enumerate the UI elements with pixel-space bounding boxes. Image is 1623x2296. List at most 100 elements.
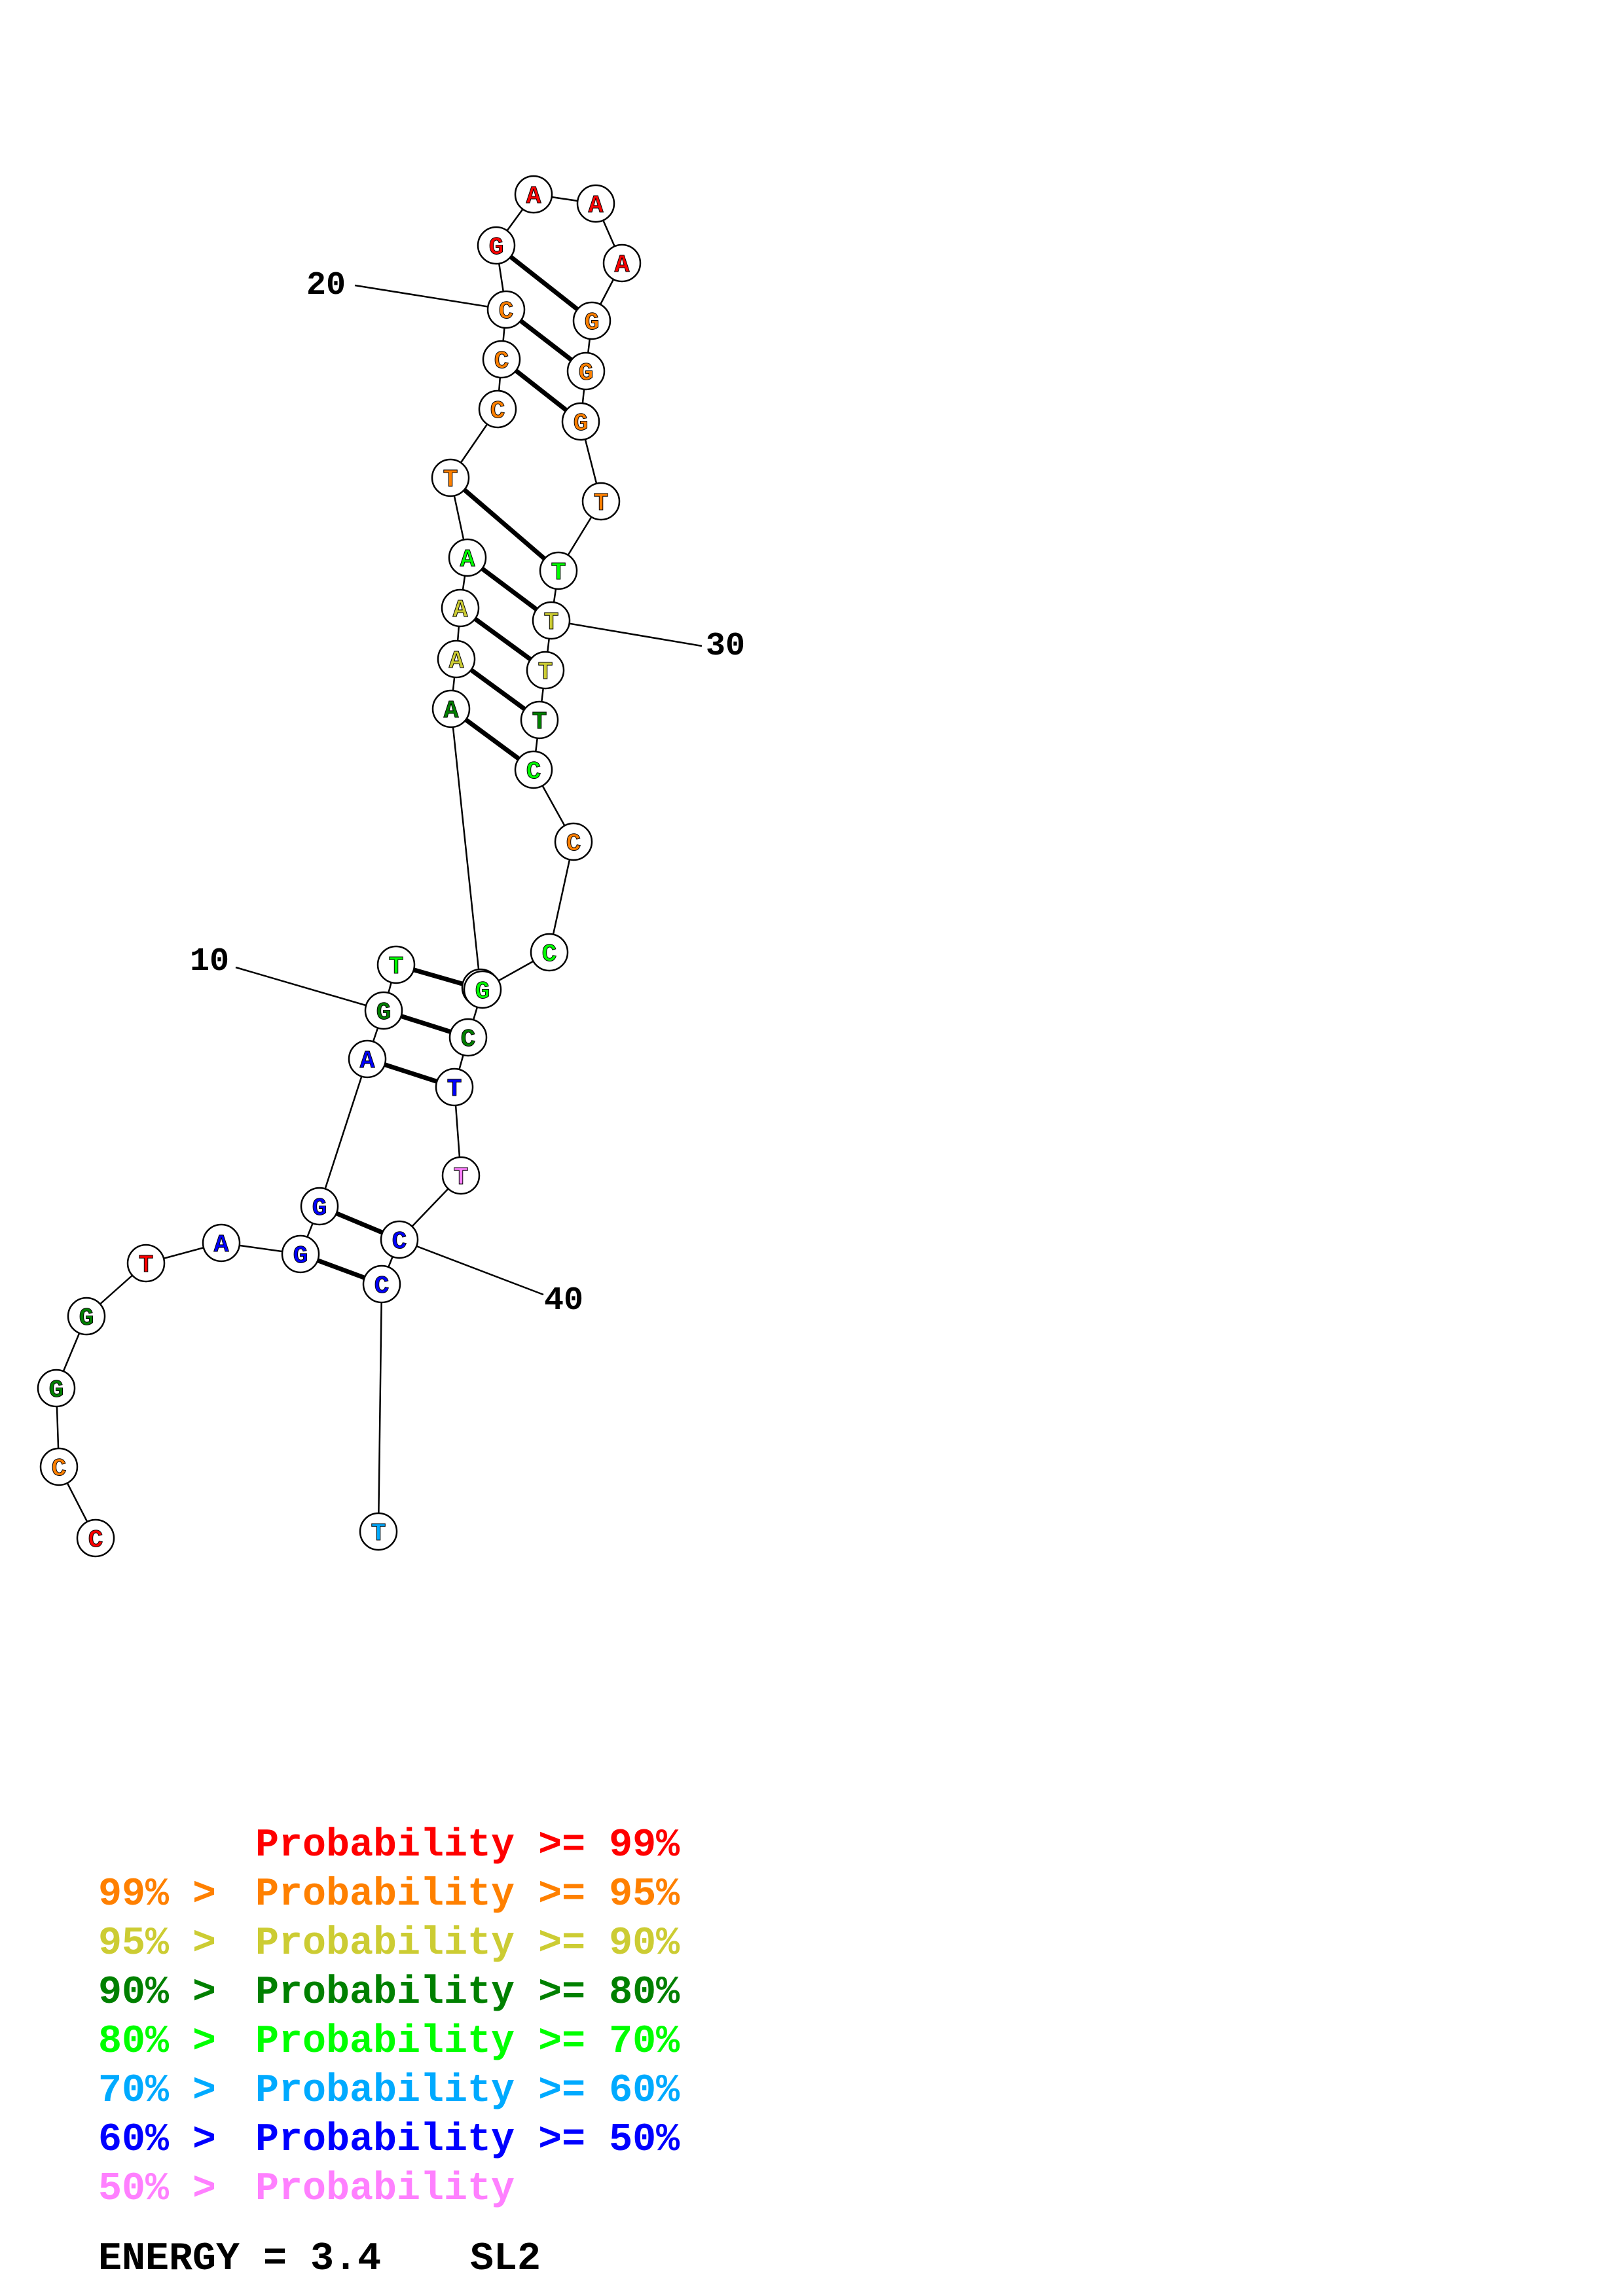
nucleotide-letter: C [566,830,581,858]
nucleotide-letter: C [374,1272,390,1300]
nucleotide: A [441,588,480,628]
nucleotide-letter: A [214,1231,229,1259]
nucleotide-circle [376,945,416,984]
base-pair-bond [494,243,594,323]
legend-row: 80% > Probability >= 70% [98,2020,680,2064]
position-label: 30 [706,628,745,665]
nucleotide: C [554,822,593,861]
nucleotide: G [364,991,403,1030]
nucleotide-letter: G [585,309,600,337]
legend-row: 50% > Probability [98,2167,515,2212]
nucleotide: C [486,290,526,329]
nucleotide: C [514,750,553,789]
legend-prefix: 60% > [98,2118,240,2162]
nucleotide: G [566,351,606,391]
nucleotide-circle [39,1447,79,1486]
nucleotide-letter: T [594,490,609,518]
nucleotide-letter: C [499,298,514,326]
legend-row: 70% > Probability >= 60% [98,2069,680,2113]
legend-prefix: 95% > [98,1922,240,1966]
nucleotide-circle [448,538,487,577]
legend-label: Probability [255,2167,515,2212]
nucleotide-circle [362,1265,401,1304]
legend-label: Probability >= 95% [255,1873,680,1917]
nucleotide: G [37,1369,76,1408]
nucleotide-letter: A [360,1047,375,1075]
nucleotide-circle [514,175,553,214]
nucleotide-circle [482,340,521,379]
legend-label: Probability >= 70% [255,2020,680,2064]
legend-prefix: 90% > [98,1971,240,2015]
nucleotide: T [431,458,470,497]
nucleotide-letter: C [461,1026,476,1054]
legend-prefix: 80% > [98,2020,240,2064]
nucleotide: G [477,226,516,265]
position-label: 10 [190,943,229,980]
nucleotide: A [602,243,642,283]
legend-row: Probability >= 99% [98,1823,680,1868]
position-label-leader [551,619,702,647]
nucleotide-letter: A [444,697,459,725]
legend-label: Probability >= 50% [255,2118,680,2162]
nucleotide: C [530,933,569,972]
nucleotide-letter: A [453,596,468,624]
nucleotide: C [482,340,521,379]
nucleotide: A [514,175,553,214]
nucleotide-circle [539,551,578,590]
position-label: 20 [306,267,346,304]
nucleotide-circle [514,750,553,789]
nucleotide-circle [581,482,621,521]
nucleotide-letter: T [454,1164,469,1192]
nucleotide-letter: T [538,658,553,687]
nucleotide-letter: T [389,953,404,981]
nucleotide-circle [380,1220,419,1259]
nucleotide-letter: C [542,941,557,969]
nucleotide-letter: G [293,1242,308,1270]
nucleotide: G [572,301,611,340]
nucleotide-circle [67,1297,106,1336]
nucleotide-letter: T [447,1075,462,1103]
nucleotide-circle [561,402,600,441]
nucleotide-letter: G [79,1304,94,1333]
nucleotide: G [281,1234,320,1274]
legend-label: Probability >= 60% [255,2069,680,2113]
position-label-leader [399,1238,544,1296]
nucleotide: C [362,1265,401,1304]
nucleotide-letter: C [494,348,509,376]
nucleotide-circle [76,1518,115,1558]
nucleotide-letter: T [532,708,547,736]
nucleotide-letter: A [615,251,630,279]
legend-prefix: 99% > [98,1873,240,1917]
nucleotide-circle [202,1223,241,1263]
base-pair-bond [448,476,560,573]
position-label-leader [235,966,384,1012]
nucleotide: A [437,639,476,679]
nucleotide-circle [520,700,559,740]
legend-row: 90% > Probability >= 80% [98,1971,680,2015]
nucleotide-letter: T [551,559,566,587]
nucleotide-letter: G [312,1194,327,1223]
nucleotide-circle [441,588,480,628]
backbone-segment [318,1058,369,1207]
nucleotide-letter: T [544,609,559,637]
nucleotide-letter: G [489,234,504,262]
nucleotide-circle [126,1244,166,1283]
energy-footer: ENERGY = 3.4 SL2 [98,2237,541,2282]
nucleotide: A [576,184,615,223]
nucleotide-letter: G [376,999,392,1027]
nucleotide-circle [478,389,517,429]
legend-label: Probability >= 80% [255,1971,680,2015]
nucleotide-circle [348,1039,387,1079]
nucleotide: T [532,601,571,640]
legend-prefix: 70% > [98,2069,240,2113]
nucleotide-letter: G [579,359,594,387]
nucleotide: T [526,651,565,690]
position-label: 40 [544,1282,583,1319]
nucleotide: G [561,402,600,441]
nucleotide-circle [526,651,565,690]
nucleotide-circle [437,639,476,679]
nucleotide-circle [463,970,502,1009]
position-label-leader [354,284,507,311]
nucleotide-circle [602,243,642,283]
